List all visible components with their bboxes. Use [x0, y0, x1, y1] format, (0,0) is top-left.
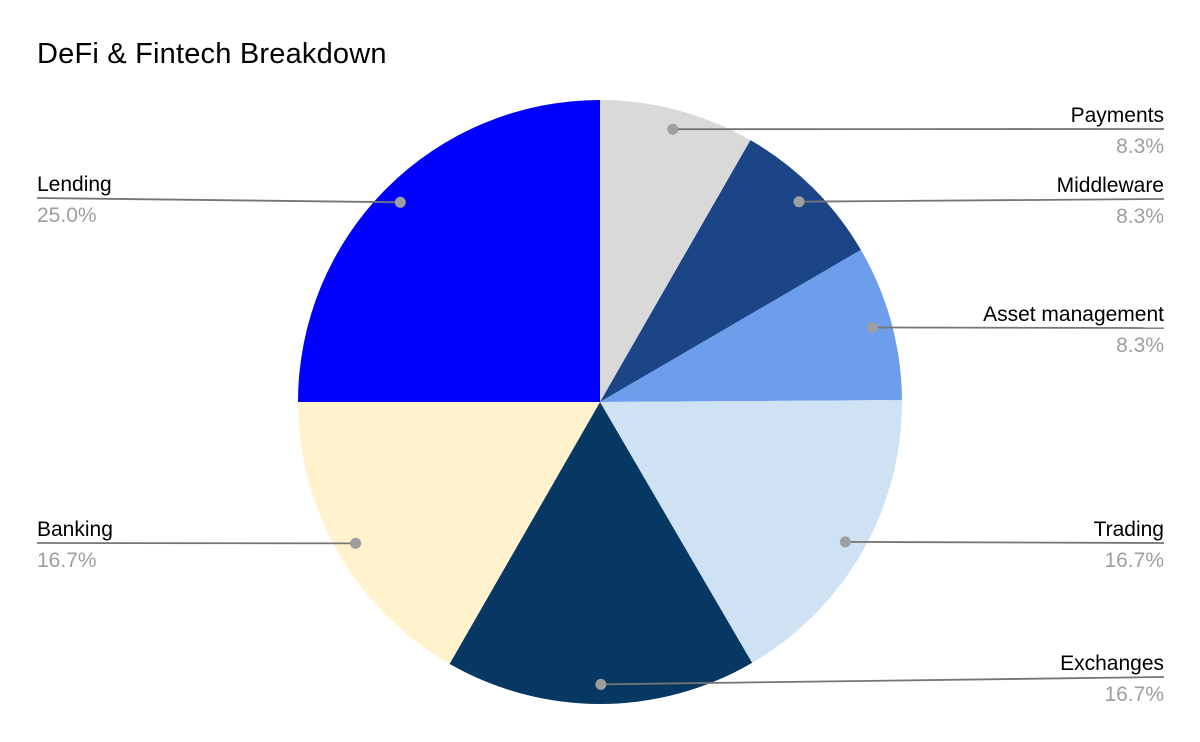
pie-slice-lending[interactable]: [298, 100, 600, 402]
slice-pct-exchanges: 16.7%: [1104, 683, 1164, 706]
pie-slice-payments[interactable]: [600, 100, 751, 402]
slice-pct-lending: 25.0%: [37, 204, 97, 227]
slice-label-banking: Banking: [37, 518, 113, 541]
leader-dot-payments: [667, 123, 679, 135]
slice-label-exchanges: Exchanges: [1060, 652, 1164, 675]
slice-label-middleware: Middleware: [1057, 174, 1164, 197]
slice-pct-banking: 16.7%: [37, 549, 97, 572]
leader-dot-banking: [350, 537, 362, 549]
slice-label-trading: Trading: [1094, 518, 1164, 541]
slice-pct-payments: 8.3%: [1116, 135, 1164, 158]
slice-label-payments: Payments: [1071, 104, 1164, 127]
chart-title: DeFi & Fintech Breakdown: [37, 38, 387, 70]
slice-label-asset-management: Asset management: [983, 303, 1164, 326]
slice-pct-asset-management: 8.3%: [1116, 334, 1164, 357]
leader-line-exchanges: [600, 676, 1165, 686]
leader-dot-middleware: [793, 196, 805, 208]
slice-pct-middleware: 8.3%: [1116, 205, 1164, 228]
pie-slice-banking[interactable]: [298, 402, 600, 664]
leader-dot-lending: [394, 196, 406, 208]
leader-line-lending: [36, 197, 401, 204]
leader-dot-asset-management: [866, 322, 878, 333]
leader-dot-trading: [839, 536, 851, 548]
leader-line-middleware: [798, 198, 1165, 203]
slice-pct-trading: 16.7%: [1104, 549, 1164, 572]
leader-dot-exchanges: [595, 678, 607, 690]
slice-label-lending: Lending: [37, 173, 112, 196]
leader-line-asset-management: [872, 326, 1165, 329]
pie-slice-asset-management[interactable]: [600, 249, 902, 402]
pie-slice-exchanges[interactable]: [449, 402, 753, 704]
pie-slice-trading[interactable]: [600, 400, 902, 663]
leader-line-trading: [845, 541, 1165, 544]
